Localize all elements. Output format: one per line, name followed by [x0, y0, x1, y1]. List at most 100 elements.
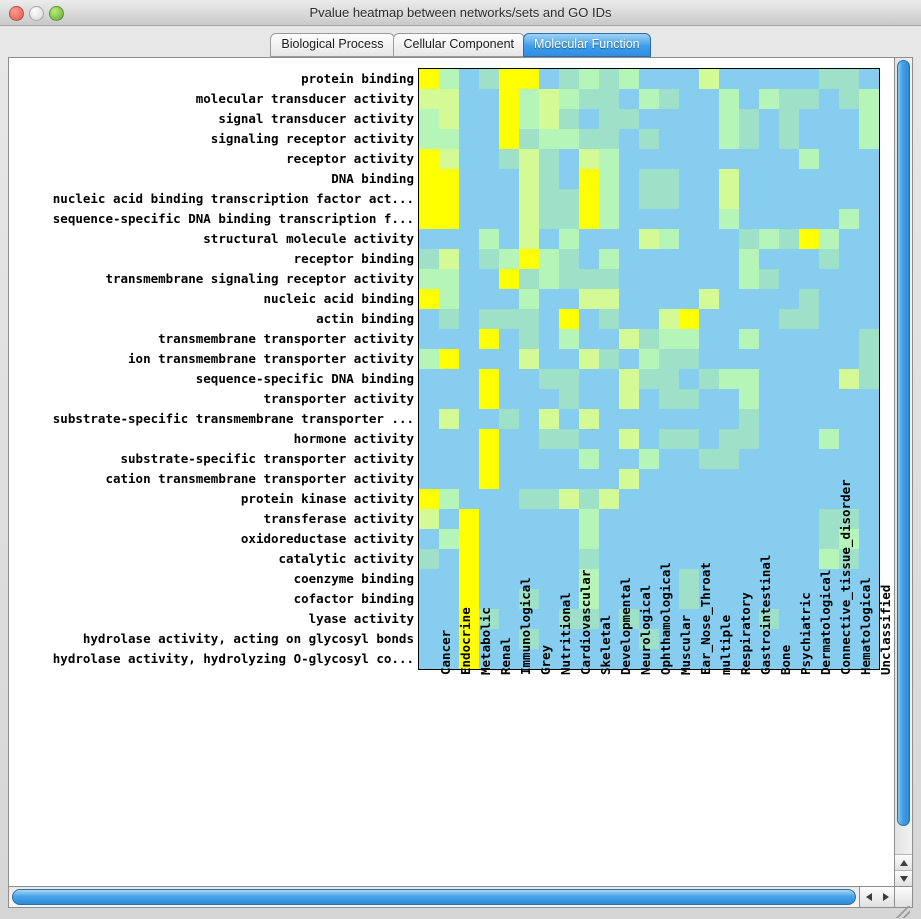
- heatmap-cell[interactable]: [439, 529, 459, 549]
- heatmap-cell[interactable]: [799, 469, 819, 489]
- heatmap-cell[interactable]: [639, 389, 659, 409]
- heatmap-cell[interactable]: [479, 289, 499, 309]
- heatmap-cell[interactable]: [839, 89, 859, 109]
- heatmap-cell[interactable]: [479, 169, 499, 189]
- heatmap-cell[interactable]: [459, 149, 479, 169]
- heatmap-cell[interactable]: [579, 589, 599, 609]
- heatmap-cell[interactable]: [579, 209, 599, 229]
- heatmap-cell[interactable]: [779, 529, 799, 549]
- heatmap-cell[interactable]: [859, 529, 879, 549]
- heatmap-cell[interactable]: [779, 329, 799, 349]
- heatmap-cell[interactable]: [519, 589, 539, 609]
- heatmap-cell[interactable]: [499, 189, 519, 209]
- heatmap-cell[interactable]: [699, 289, 719, 309]
- heatmap-cell[interactable]: [619, 249, 639, 269]
- heatmap-cell[interactable]: [579, 69, 599, 89]
- heatmap-cell[interactable]: [859, 349, 879, 369]
- heatmap-cell[interactable]: [619, 409, 639, 429]
- heatmap-cell[interactable]: [699, 369, 719, 389]
- heatmap-cell[interactable]: [659, 89, 679, 109]
- heatmap-cell[interactable]: [639, 209, 659, 229]
- heatmap-cell[interactable]: [439, 329, 459, 349]
- heatmap-cell[interactable]: [659, 529, 679, 549]
- heatmap-cell[interactable]: [599, 529, 619, 549]
- heatmap-cell[interactable]: [579, 269, 599, 289]
- heatmap-cell[interactable]: [719, 629, 739, 649]
- heatmap-cell[interactable]: [539, 589, 559, 609]
- heatmap-cell[interactable]: [699, 489, 719, 509]
- heatmap-cell[interactable]: [439, 489, 459, 509]
- heatmap-cell[interactable]: [839, 289, 859, 309]
- heatmap-cell[interactable]: [679, 429, 699, 449]
- heatmap-cell[interactable]: [659, 309, 679, 329]
- heatmap-cell[interactable]: [679, 269, 699, 289]
- heatmap-cell[interactable]: [759, 89, 779, 109]
- heatmap-cell[interactable]: [719, 549, 739, 569]
- heatmap-cell[interactable]: [679, 369, 699, 389]
- heatmap-cell[interactable]: [599, 209, 619, 229]
- heatmap-cell[interactable]: [859, 149, 879, 169]
- heatmap-cell[interactable]: [519, 89, 539, 109]
- heatmap-cell[interactable]: [539, 349, 559, 369]
- heatmap-cell[interactable]: [419, 589, 439, 609]
- heatmap-cell[interactable]: [639, 289, 659, 309]
- heatmap-cell[interactable]: [799, 69, 819, 89]
- heatmap-cell[interactable]: [619, 169, 639, 189]
- heatmap-cell[interactable]: [739, 129, 759, 149]
- heatmap-cell[interactable]: [659, 549, 679, 569]
- heatmap-cell[interactable]: [839, 489, 859, 509]
- heatmap-cell[interactable]: [479, 369, 499, 389]
- heatmap-cell[interactable]: [799, 629, 819, 649]
- heatmap-cell[interactable]: [639, 489, 659, 509]
- heatmap-cell[interactable]: [699, 89, 719, 109]
- heatmap-cell[interactable]: [519, 229, 539, 249]
- heatmap-cell[interactable]: [439, 349, 459, 369]
- heatmap-cell[interactable]: [559, 549, 579, 569]
- heatmap-cell[interactable]: [739, 629, 759, 649]
- heatmap-cell[interactable]: [499, 89, 519, 109]
- heatmap-cell[interactable]: [459, 229, 479, 249]
- heatmap-cell[interactable]: [539, 249, 559, 269]
- heatmap-cell[interactable]: [719, 329, 739, 349]
- heatmap-cell[interactable]: [799, 649, 819, 669]
- heatmap-cell[interactable]: [479, 249, 499, 269]
- heatmap-cell[interactable]: [719, 89, 739, 109]
- heatmap-cell[interactable]: [779, 569, 799, 589]
- heatmap-cell[interactable]: [599, 369, 619, 389]
- heatmap-cell[interactable]: [539, 169, 559, 189]
- heatmap-cell[interactable]: [739, 509, 759, 529]
- heatmap-cell[interactable]: [639, 429, 659, 449]
- heatmap-cell[interactable]: [819, 569, 839, 589]
- heatmap-cell[interactable]: [659, 429, 679, 449]
- heatmap-cell[interactable]: [819, 209, 839, 229]
- heatmap-cell[interactable]: [699, 589, 719, 609]
- heatmap-cell[interactable]: [739, 349, 759, 369]
- heatmap-cell[interactable]: [479, 269, 499, 289]
- heatmap-cell[interactable]: [519, 129, 539, 149]
- heatmap-cell[interactable]: [659, 449, 679, 469]
- heatmap-cell[interactable]: [679, 469, 699, 489]
- heatmap-cell[interactable]: [459, 309, 479, 329]
- heatmap-cell[interactable]: [859, 389, 879, 409]
- heatmap-cell[interactable]: [619, 489, 639, 509]
- heatmap-cell[interactable]: [679, 149, 699, 169]
- heatmap-cell[interactable]: [819, 429, 839, 449]
- heatmap-cell[interactable]: [419, 409, 439, 429]
- heatmap-cell[interactable]: [719, 569, 739, 589]
- heatmap-cell[interactable]: [419, 569, 439, 589]
- heatmap-cell[interactable]: [759, 549, 779, 569]
- heatmap-cell[interactable]: [659, 569, 679, 589]
- heatmap-cell[interactable]: [679, 489, 699, 509]
- heatmap-cell[interactable]: [659, 649, 679, 669]
- heatmap-cell[interactable]: [519, 649, 539, 669]
- heatmap-cell[interactable]: [559, 149, 579, 169]
- heatmap-cell[interactable]: [739, 429, 759, 449]
- heatmap-cell[interactable]: [659, 389, 679, 409]
- heatmap-cell[interactable]: [419, 109, 439, 129]
- heatmap-cell[interactable]: [459, 249, 479, 269]
- heatmap-cell[interactable]: [439, 389, 459, 409]
- vertical-scroll-track[interactable]: [895, 58, 912, 854]
- heatmap-cell[interactable]: [679, 329, 699, 349]
- heatmap-cell[interactable]: [719, 289, 739, 309]
- heatmap-cell[interactable]: [779, 469, 799, 489]
